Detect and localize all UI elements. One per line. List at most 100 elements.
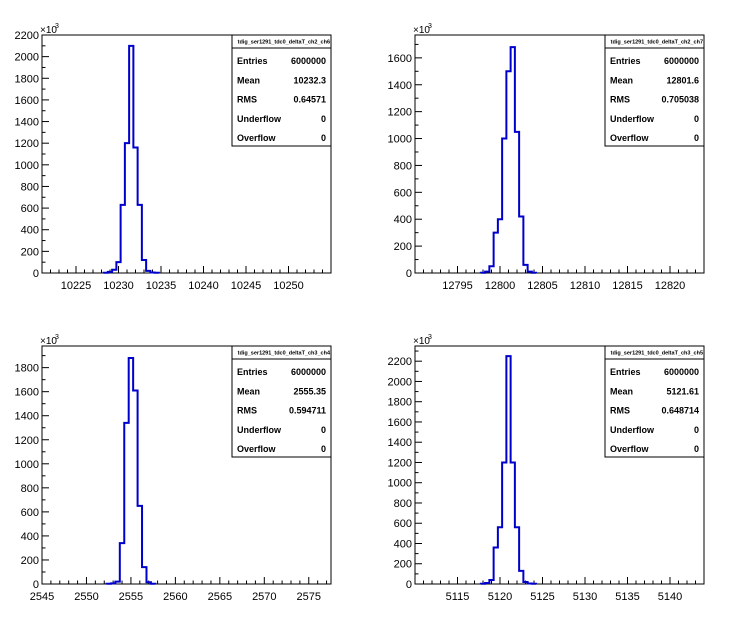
y-axis-multiplier: ×10: [413, 336, 430, 347]
histogram-bin: [489, 266, 493, 273]
y-tick-label: 600: [21, 507, 39, 519]
plot-frame: [41, 345, 332, 585]
y-tick-label: 1000: [388, 478, 412, 490]
stat-value: 6000000: [291, 367, 326, 377]
y-tick-label: 800: [394, 160, 412, 172]
stats-box-frame: [604, 345, 705, 458]
y-tick-label: 1800: [15, 363, 39, 375]
y-tick-label: 1400: [15, 411, 39, 423]
stat-label: Underflow: [610, 425, 655, 435]
histogram-bin: [133, 390, 137, 584]
y-tick-label: 1400: [388, 437, 412, 449]
stats-box-frame: [231, 34, 332, 147]
y-axis-multiplier-exponent: 3: [428, 23, 432, 30]
stat-value: 0: [694, 114, 699, 124]
stat-value: 0: [694, 133, 699, 143]
stat-value: 0.64571: [293, 95, 326, 105]
x-tick-label: 2550: [74, 591, 98, 603]
y-tick-label: 1200: [388, 107, 412, 119]
y-axis-multiplier: ×10: [40, 336, 57, 347]
stat-label: Overflow: [610, 444, 650, 454]
histogram-title: tdig_ser1291_tdc0_deltaT_ch2_ch7: [611, 40, 703, 46]
y-tick-label: 200: [21, 246, 39, 258]
x-tick-label: 2570: [252, 591, 276, 603]
stat-label: Underflow: [237, 114, 282, 124]
histogram-title: tdig_ser1291_tdc0_deltaT_ch3_ch5: [611, 351, 703, 357]
x-tick-label: 12815: [612, 280, 643, 292]
histogram-bin: [115, 582, 119, 584]
stat-label: Overflow: [610, 133, 650, 143]
stat-value: 12801.6: [666, 75, 699, 85]
histogram-bin: [511, 47, 515, 273]
histogram-bin: [498, 527, 502, 584]
y-tick-label: 600: [394, 187, 412, 199]
histogram-line: [479, 46, 538, 274]
histogram-bin: [528, 272, 532, 273]
x-tick-label: 5120: [488, 591, 512, 603]
histogram-bin: [142, 567, 146, 584]
x-tick-label: 10245: [231, 280, 262, 292]
stat-value: 6000000: [291, 56, 326, 66]
stat-label: RMS: [610, 95, 630, 105]
histogram-bin: [506, 356, 510, 584]
stat-value: 0.705038: [661, 95, 699, 105]
y-tick-label: 1600: [388, 53, 412, 65]
histogram-bin: [116, 262, 120, 273]
histogram-line: [102, 44, 160, 274]
stat-label: RMS: [610, 406, 630, 416]
histogram-bin: [133, 148, 137, 273]
x-tick-label: 12805: [527, 280, 558, 292]
y-tick-label: 2000: [15, 52, 39, 64]
stat-value: 2555.35: [293, 386, 326, 396]
histogram-bin: [523, 265, 527, 273]
histogram-bin: [138, 205, 142, 273]
stat-value: 0: [694, 425, 699, 435]
y-tick-label: 0: [33, 268, 39, 280]
histogram-bin: [519, 217, 523, 273]
x-tick-label: 5135: [615, 591, 639, 603]
histogram-bin: [489, 580, 493, 584]
x-tick-label: 12810: [570, 280, 601, 292]
histogram-line: [105, 357, 157, 585]
y-axis-multiplier-exponent: 3: [55, 334, 59, 341]
histogram-bin: [146, 582, 150, 584]
y-tick-label: 1200: [15, 138, 39, 150]
stat-value: 0: [321, 425, 326, 435]
histogram-bin: [108, 272, 112, 273]
y-tick-label: 0: [406, 268, 412, 280]
histogram-bin: [111, 583, 115, 584]
histogram-bin: [124, 423, 128, 584]
y-tick-label: 400: [21, 225, 39, 237]
y-tick-label: 200: [21, 555, 39, 567]
x-tick-label: 5125: [530, 591, 554, 603]
y-tick-label: 400: [394, 214, 412, 226]
y-tick-label: 0: [33, 579, 39, 591]
y-tick-label: 200: [394, 559, 412, 571]
stats-box-frame: [231, 345, 332, 458]
y-tick-label: 600: [394, 518, 412, 530]
y-tick-label: 1400: [388, 80, 412, 92]
stat-value: 0: [694, 444, 699, 454]
stat-value: 0.594711: [289, 406, 326, 416]
x-tick-label: 5115: [446, 591, 470, 603]
y-tick-label: 200: [394, 241, 412, 253]
histogram-bin: [129, 46, 133, 273]
stat-label: Mean: [610, 386, 633, 396]
y-tick-label: 400: [394, 538, 412, 550]
y-tick-label: 800: [21, 483, 39, 495]
histogram-panel-3: 2545 2550 2555 2560 2565 2570 2575 0 200 400 600 80…: [15, 334, 332, 603]
y-axis-multiplier: ×10: [40, 25, 57, 36]
histogram-bin: [502, 462, 506, 584]
stat-label: Mean: [237, 75, 260, 85]
x-tick-label: 5140: [658, 591, 682, 603]
x-tick-label: 2575: [297, 591, 321, 603]
y-tick-label: 1800: [388, 397, 412, 409]
histogram-bin: [515, 527, 519, 584]
stat-label: Underflow: [610, 114, 655, 124]
stat-value: 10232.3: [293, 75, 326, 85]
histogram-bin: [502, 139, 506, 273]
stats-box: tdig_ser1291_tdc0_deltaT_ch2_ch6 Entries 6…: [231, 34, 332, 147]
stats-box: tdig_ser1291_tdc0_deltaT_ch3_ch4 Entries 6…: [231, 345, 332, 458]
y-tick-label: 1600: [15, 95, 39, 107]
